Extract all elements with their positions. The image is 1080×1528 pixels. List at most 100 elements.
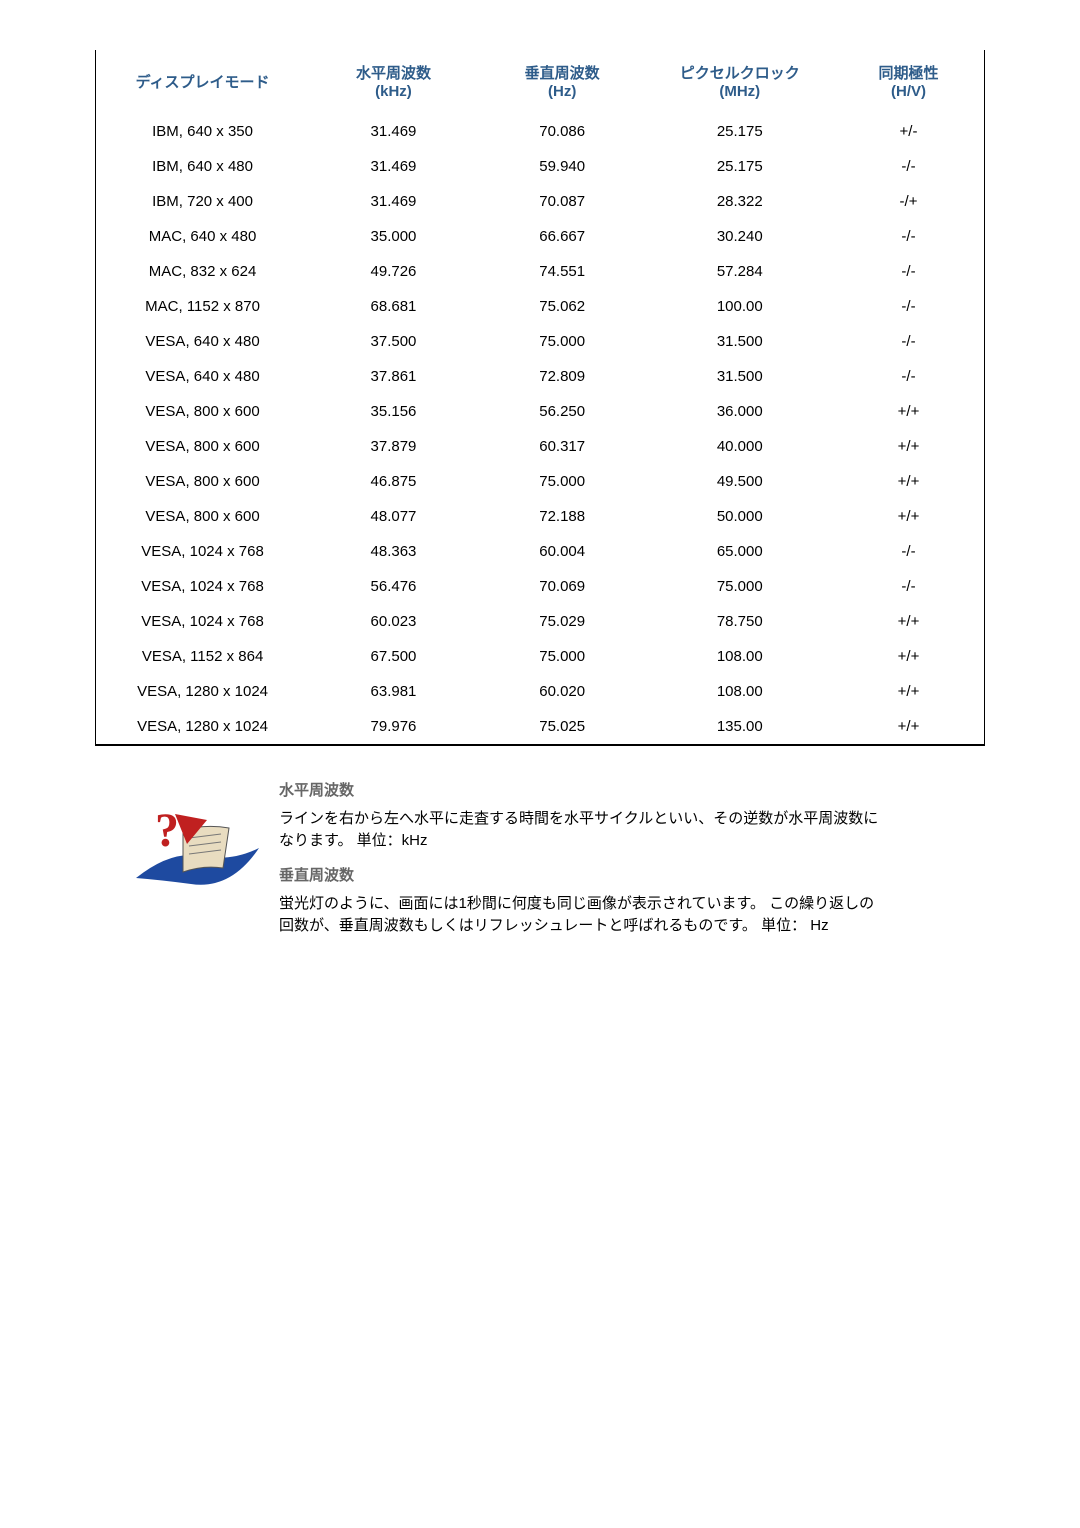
cell-mode: VESA, 640 x 480 bbox=[96, 359, 309, 394]
cell-v: 75.000 bbox=[478, 639, 647, 674]
cell-p: 31.500 bbox=[647, 359, 833, 394]
note-hfreq-title: 水平周波数 bbox=[279, 780, 885, 802]
table-row: MAC, 1152 x 87068.68175.062100.00-/- bbox=[96, 289, 984, 324]
cell-p: 40.000 bbox=[647, 429, 833, 464]
cell-s: +/+ bbox=[833, 709, 984, 744]
cell-p: 78.750 bbox=[647, 604, 833, 639]
col-hfreq: 水平周波数 (kHz) bbox=[309, 50, 478, 114]
cell-mode: VESA, 1024 x 768 bbox=[96, 569, 309, 604]
table-row: VESA, 1280 x 102463.98160.020108.00+/+ bbox=[96, 674, 984, 709]
col-sync-label: 同期極性 bbox=[879, 65, 939, 82]
note-vfreq-title: 垂直周波数 bbox=[279, 865, 885, 887]
cell-mode: VESA, 1280 x 1024 bbox=[96, 674, 309, 709]
cell-h: 31.469 bbox=[309, 149, 478, 184]
table-row: VESA, 1024 x 76848.36360.00465.000-/- bbox=[96, 534, 984, 569]
table-row: VESA, 800 x 60048.07772.18850.000+/+ bbox=[96, 499, 984, 534]
cell-h: 31.469 bbox=[309, 184, 478, 219]
cell-p: 108.00 bbox=[647, 674, 833, 709]
table-header: ディスプレイモード 水平周波数 (kHz) 垂直周波数 (Hz) ピクセルクロッ… bbox=[96, 50, 984, 114]
cell-mode: IBM, 720 x 400 bbox=[96, 184, 309, 219]
cell-v: 59.940 bbox=[478, 149, 647, 184]
cell-v: 75.000 bbox=[478, 324, 647, 359]
cell-h: 35.156 bbox=[309, 394, 478, 429]
cell-s: +/+ bbox=[833, 429, 984, 464]
cell-h: 31.469 bbox=[309, 114, 478, 149]
cell-h: 60.023 bbox=[309, 604, 478, 639]
col-vfreq-label: 垂直周波数 bbox=[525, 65, 600, 82]
table-row: VESA, 800 x 60037.87960.31740.000+/+ bbox=[96, 429, 984, 464]
cell-h: 35.000 bbox=[309, 219, 478, 254]
cell-v: 66.667 bbox=[478, 219, 647, 254]
cell-h: 48.077 bbox=[309, 499, 478, 534]
cell-v: 56.250 bbox=[478, 394, 647, 429]
table-row: VESA, 1280 x 102479.97675.025135.00+/+ bbox=[96, 709, 984, 744]
table-row: VESA, 640 x 48037.86172.80931.500-/- bbox=[96, 359, 984, 394]
cell-mode: MAC, 1152 x 870 bbox=[96, 289, 309, 324]
table-row: VESA, 640 x 48037.50075.00031.500-/- bbox=[96, 324, 984, 359]
cell-mode: VESA, 1024 x 768 bbox=[96, 604, 309, 639]
table-row: VESA, 1024 x 76860.02375.02978.750+/+ bbox=[96, 604, 984, 639]
col-vfreq: 垂直周波数 (Hz) bbox=[478, 50, 647, 114]
cell-h: 37.861 bbox=[309, 359, 478, 394]
table-body: IBM, 640 x 35031.46970.08625.175+/-IBM, … bbox=[96, 114, 984, 744]
timing-table-container: ディスプレイモード 水平周波数 (kHz) 垂直周波数 (Hz) ピクセルクロッ… bbox=[95, 50, 985, 746]
cell-s: +/+ bbox=[833, 604, 984, 639]
note-hfreq-body: ラインを右から左へ水平に走査する時間を水平サイクルといい、その逆数が水平周波数に… bbox=[279, 808, 885, 852]
cell-v: 60.004 bbox=[478, 534, 647, 569]
cell-p: 135.00 bbox=[647, 709, 833, 744]
cell-p: 25.175 bbox=[647, 114, 833, 149]
col-sync: 同期極性 (H/V) bbox=[833, 50, 984, 114]
table-row: MAC, 832 x 62449.72674.55157.284-/- bbox=[96, 254, 984, 289]
cell-v: 75.000 bbox=[478, 464, 647, 499]
cell-s: -/- bbox=[833, 149, 984, 184]
cell-p: 28.322 bbox=[647, 184, 833, 219]
cell-v: 75.029 bbox=[478, 604, 647, 639]
cell-s: -/- bbox=[833, 359, 984, 394]
cell-p: 108.00 bbox=[647, 639, 833, 674]
cell-mode: VESA, 1152 x 864 bbox=[96, 639, 309, 674]
cell-h: 48.363 bbox=[309, 534, 478, 569]
col-hfreq-label: 水平周波数 bbox=[356, 65, 431, 82]
cell-mode: VESA, 800 x 600 bbox=[96, 394, 309, 429]
note-body: 水平周波数 ラインを右から左へ水平に走査する時間を水平サイクルといい、その逆数が… bbox=[279, 776, 885, 951]
cell-h: 37.879 bbox=[309, 429, 478, 464]
note-icon: ? bbox=[131, 776, 261, 905]
cell-mode: VESA, 1280 x 1024 bbox=[96, 709, 309, 744]
cell-h: 37.500 bbox=[309, 324, 478, 359]
cell-h: 79.976 bbox=[309, 709, 478, 744]
col-mode-label: ディスプレイモード bbox=[136, 74, 270, 91]
cell-s: +/+ bbox=[833, 394, 984, 429]
cell-mode: IBM, 640 x 350 bbox=[96, 114, 309, 149]
col-mode: ディスプレイモード bbox=[96, 50, 309, 114]
table-row: VESA, 1024 x 76856.47670.06975.000-/- bbox=[96, 569, 984, 604]
col-vfreq-unit: (Hz) bbox=[478, 83, 647, 100]
cell-s: -/- bbox=[833, 289, 984, 324]
col-hfreq-unit: (kHz) bbox=[309, 83, 478, 100]
table-row: IBM, 640 x 35031.46970.08625.175+/- bbox=[96, 114, 984, 149]
cell-s: -/- bbox=[833, 324, 984, 359]
cell-s: +/+ bbox=[833, 639, 984, 674]
cell-mode: VESA, 640 x 480 bbox=[96, 324, 309, 359]
cell-h: 46.875 bbox=[309, 464, 478, 499]
cell-h: 56.476 bbox=[309, 569, 478, 604]
cell-p: 75.000 bbox=[647, 569, 833, 604]
cell-p: 25.175 bbox=[647, 149, 833, 184]
table-row: MAC, 640 x 48035.00066.66730.240-/- bbox=[96, 219, 984, 254]
col-pixelclock: ピクセルクロック (MHz) bbox=[647, 50, 833, 114]
table-row: IBM, 640 x 48031.46959.94025.175-/- bbox=[96, 149, 984, 184]
notes-section: ? 水平周波数 ラインを右から左へ水平に走査する時間を水平サイクルといい、その逆… bbox=[95, 776, 985, 951]
cell-h: 49.726 bbox=[309, 254, 478, 289]
cell-p: 100.00 bbox=[647, 289, 833, 324]
cell-v: 74.551 bbox=[478, 254, 647, 289]
table-row: VESA, 800 x 60046.87575.00049.500+/+ bbox=[96, 464, 984, 499]
cell-v: 70.087 bbox=[478, 184, 647, 219]
col-pixelclock-unit: (MHz) bbox=[647, 83, 833, 100]
cell-p: 31.500 bbox=[647, 324, 833, 359]
question-book-icon: ? bbox=[131, 800, 261, 900]
col-pixelclock-label: ピクセルクロック bbox=[680, 65, 800, 82]
cell-mode: MAC, 640 x 480 bbox=[96, 219, 309, 254]
cell-v: 60.317 bbox=[478, 429, 647, 464]
cell-p: 50.000 bbox=[647, 499, 833, 534]
table-row: VESA, 1152 x 86467.50075.000108.00+/+ bbox=[96, 639, 984, 674]
cell-s: -/+ bbox=[833, 184, 984, 219]
